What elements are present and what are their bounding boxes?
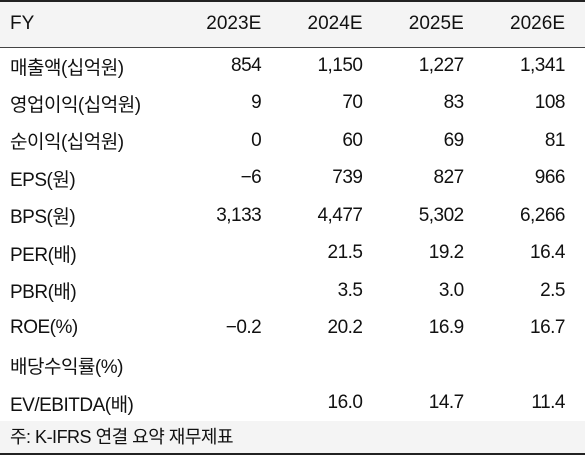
value-cell: −6 [240,167,262,189]
value-cell: 9 [251,92,262,114]
footnote: 주: K-IFRS 연결 요약 재무제표 [0,421,585,455]
value-cell: 81 [544,129,566,151]
row-label: PER(배) [10,244,77,266]
value-cell: 739 [332,167,363,189]
table-row: 배당수익률(%) [0,347,585,385]
value-cell: 1,227 [418,55,465,76]
value-cell: 6,266 [519,204,566,226]
table-row: 영업이익(십억원) 9 70 83 108 [0,85,585,123]
header-row: FY 2023E 2024E 2025E 2026E [0,0,585,48]
row-label: 매출액(십억원) [10,57,124,79]
value-cell: 108 [534,92,566,114]
header-fy: FY [0,0,180,48]
row-label: PBR(배) [10,282,77,304]
value-cell [383,347,484,385]
value-cell: 19.2 [428,242,464,264]
table-row: EV/EBITDA(배) 16.0 14.7 11.4 [0,384,585,423]
value-cell: 16.9 [428,317,464,339]
table-row: 매출액(십억원) 854 1,150 1,227 1,341 [0,47,585,85]
value-cell: 70 [342,92,363,114]
value-cell: 16.0 [281,384,383,423]
table-row: 순이익(십억원) 0 60 69 81 [0,122,585,160]
value-cell: 16.4 [530,242,565,264]
row-label: ROE(%) [10,317,78,339]
row-label: EPS(원) [10,169,76,191]
value-cell: 827 [433,167,465,189]
header-year: 2025E [382,0,484,48]
value-cell: 1,150 [317,55,363,76]
value-cell: 5,302 [418,204,465,226]
value-cell: −0.2 [225,317,262,339]
row-label: EV/EBITDA(배) [0,384,180,423]
value-cell: 83 [443,92,465,114]
table-row: PBR(배) 3.5 3.0 2.5 [0,272,585,310]
table-body: 매출액(십억원) 854 1,150 1,227 1,341 영업이익(십억원) 9 70 83… [0,47,585,423]
value-cell: 60 [342,129,363,151]
header-year: 2026E [483,0,585,48]
value-cell: 69 [443,129,465,151]
value-cell [180,272,281,310]
value-cell: 14.7 [382,384,484,423]
table-row: ROE(%) −0.2 20.2 16.9 16.7 [0,310,585,348]
value-cell: 20.2 [327,317,363,339]
value-cell: 854 [231,55,262,76]
header-year: 2023E [180,0,282,48]
value-cell: 0 [251,129,262,151]
table-row: EPS(원) −6 739 827 966 [0,160,585,198]
value-cell [180,347,281,385]
row-label: 영업이익(십억원) [10,94,141,116]
value-cell: 3.5 [337,279,363,301]
value-cell: 2.5 [540,279,565,301]
header-year: 2024E [281,0,383,48]
financial-table: FY 2023E 2024E 2025E 2026E 매출액(십억원) 854 1,… [0,0,585,423]
row-label: 순이익(십억원) [10,132,124,154]
value-cell: 4,477 [317,204,363,226]
row-label: BPS(원) [10,207,76,229]
value-cell [281,347,382,385]
value-cell: 11.4 [483,384,585,423]
value-cell [484,347,585,385]
value-cell: 21.5 [327,242,363,264]
table-row: PER(배) 21.5 19.2 16.4 [0,235,585,273]
value-cell: 1,341 [519,55,566,76]
value-cell [180,235,281,273]
table-row: BPS(원) 3,133 4,477 5,302 6,266 [0,197,585,235]
row-label: 배당수익률(%) [10,357,123,379]
value-cell: 966 [534,167,566,189]
value-cell: 3.0 [438,279,464,301]
value-cell [180,384,282,423]
value-cell: 16.7 [530,317,565,339]
value-cell: 3,133 [216,204,262,226]
